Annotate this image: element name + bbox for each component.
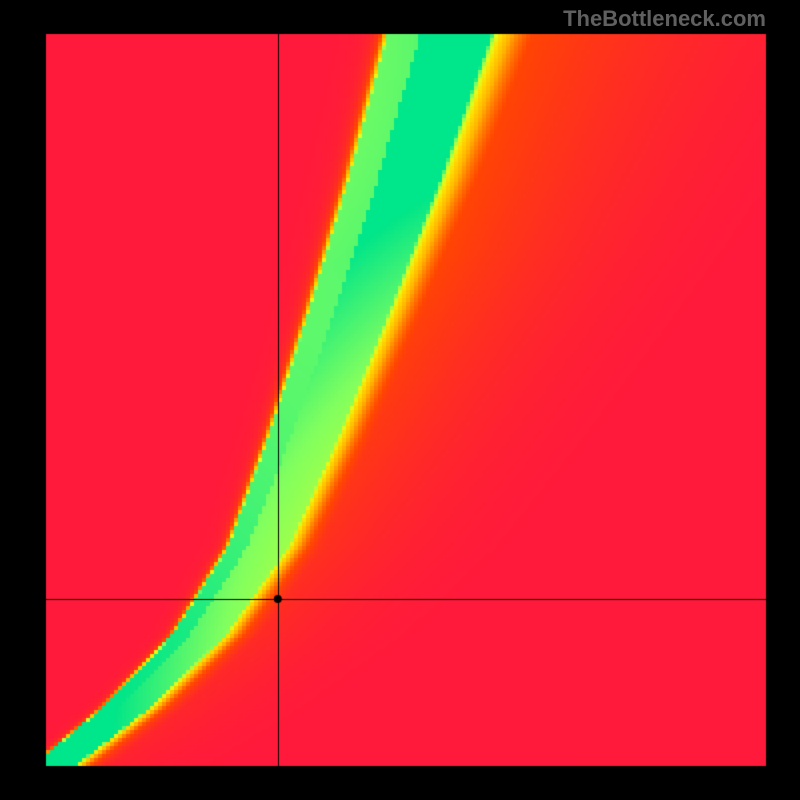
watermark-text: TheBottleneck.com bbox=[563, 6, 766, 32]
bottleneck-heatmap bbox=[0, 0, 800, 800]
chart-container: TheBottleneck.com bbox=[0, 0, 800, 800]
